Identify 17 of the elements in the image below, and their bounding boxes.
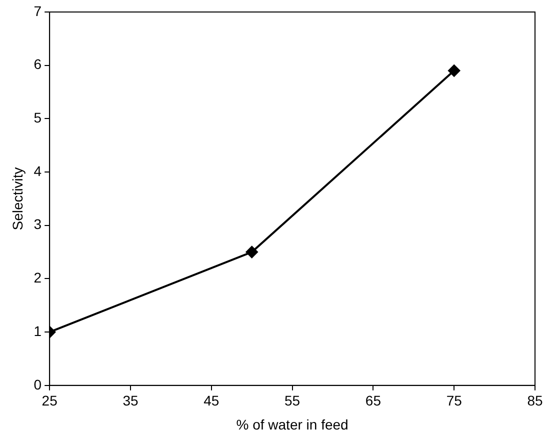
x-tick-label: 35: [122, 392, 138, 409]
y-axis-title: Selectivity: [9, 167, 26, 230]
y-tick-label: 0: [34, 376, 42, 392]
y-tick-label: 2: [34, 270, 42, 286]
y-tick-label: 4: [34, 162, 42, 179]
x-tick-label: 25: [42, 392, 58, 409]
x-tick-label: 55: [284, 392, 300, 409]
x-tick-label: 45: [204, 392, 220, 409]
x-tick-label: 85: [527, 392, 543, 409]
x-tick-label: 65: [365, 392, 382, 409]
y-tick-label: 1: [34, 322, 42, 339]
y-tick-label: 5: [34, 110, 42, 126]
x-axis-title: % of water in feed: [236, 416, 348, 432]
y-tick-label: 6: [34, 56, 42, 72]
y-tick-label: 3: [34, 216, 42, 232]
y-tick-label: 7: [34, 2, 42, 19]
x-tick-label: 75: [446, 392, 462, 409]
